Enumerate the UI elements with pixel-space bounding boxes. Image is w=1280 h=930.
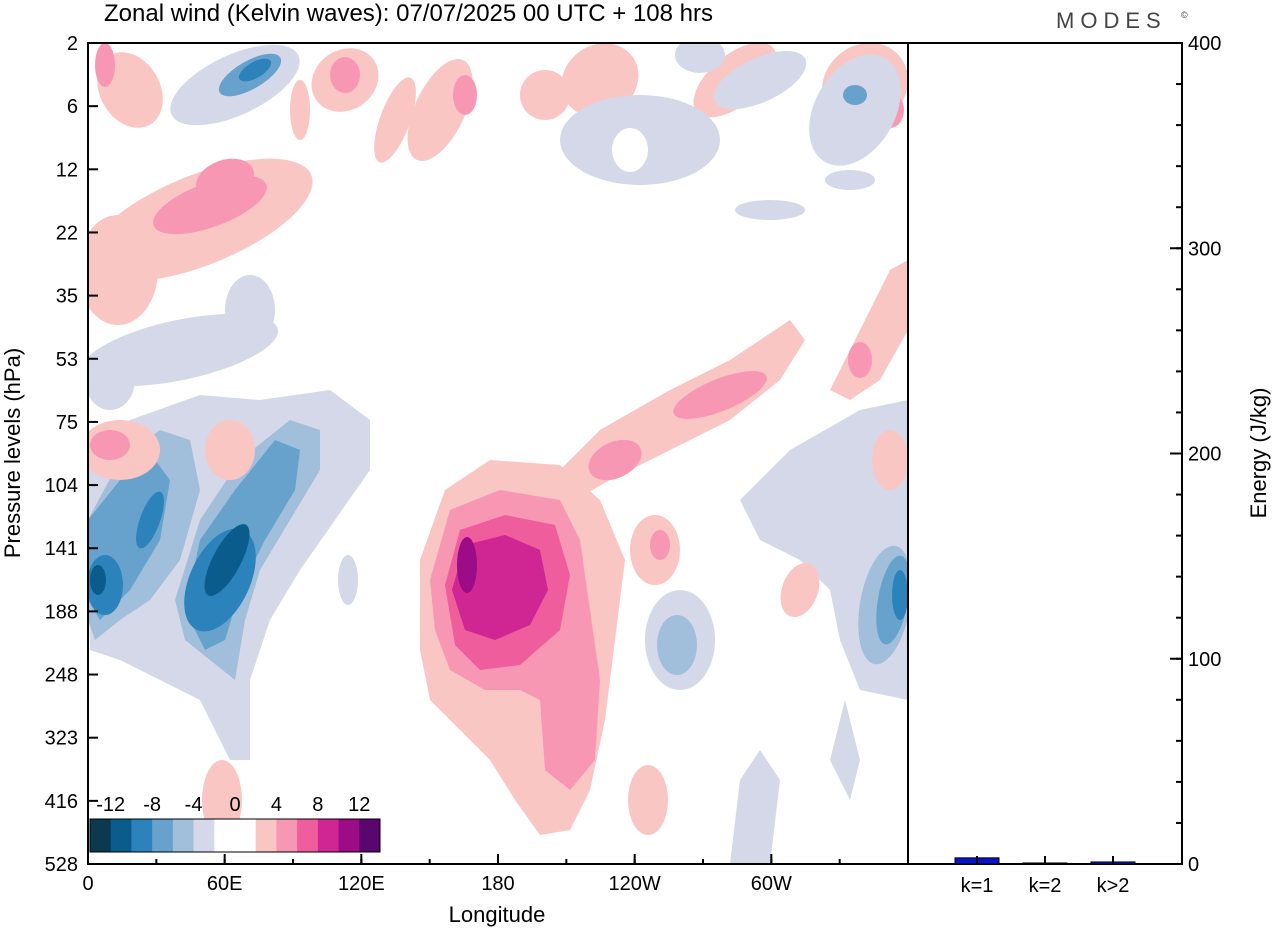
colorbar-labels: -12 -8 -4 0 4 8 12 — [96, 794, 370, 816]
colorbar-swatch — [235, 819, 257, 852]
colorbar-swatch — [359, 819, 381, 852]
x-tick-label: 60W — [751, 873, 792, 895]
y-tick-label: 53 — [56, 349, 78, 371]
energy-tick-label: 200 — [1188, 444, 1221, 466]
colorbar-swatch — [317, 819, 340, 852]
y-axis-ticks — [88, 42, 98, 865]
y-tick-label: 416 — [45, 791, 78, 813]
colorbar-label: 8 — [312, 794, 323, 816]
colorbar-swatch — [193, 819, 215, 852]
colorbar-frame — [89, 818, 381, 853]
y-tick-label: 188 — [45, 601, 78, 623]
colorbar-swatch — [172, 819, 195, 852]
energy-category-label: k=1 — [961, 875, 994, 897]
y-tick-label: 35 — [56, 286, 78, 308]
y-tick-label: 104 — [45, 475, 78, 497]
x-axis-ticks — [87, 854, 909, 864]
y-axis-labels: 2 6 12 22 35 53 75 104 141 188 248 323 416 528 — [45, 33, 78, 876]
energy-category-labels: k=1 k=2 k>2 — [961, 856, 1130, 897]
x-tick-label: 0 — [82, 873, 93, 895]
colorbar-swatch — [90, 819, 112, 852]
energy-panel-frame — [907, 42, 1183, 865]
x-axis-title: Longitude — [449, 902, 546, 927]
y-tick-label: 6 — [67, 96, 78, 118]
y-tick-label: 248 — [45, 665, 78, 687]
energy-tick-label: 0 — [1188, 854, 1199, 876]
colorbar-label: -8 — [143, 794, 161, 816]
energy-axis-ticks — [1170, 42, 1182, 865]
colorbar-swatch — [214, 819, 236, 852]
chart-title: Zonal wind (Kelvin waves): 07/07/2025 00… — [104, 0, 713, 27]
colorbar-label: 0 — [229, 794, 240, 816]
x-tick-label: 60E — [207, 873, 243, 895]
colorbar-swatch — [131, 819, 153, 852]
energy-axis-labels: 0 100 200 300 400 — [1188, 33, 1221, 876]
y-axis-title: Pressure levels (hPa) — [0, 348, 25, 558]
colorbar-label: 12 — [348, 794, 370, 816]
y-tick-label: 22 — [56, 222, 78, 244]
energy-category-label: k>2 — [1097, 875, 1130, 897]
energy-axis-title: Energy (J/kg) — [1246, 388, 1271, 519]
colorbar-label: 4 — [271, 794, 282, 816]
energy-tick-label: 300 — [1188, 238, 1221, 260]
colorbar-label: -12 — [96, 794, 125, 816]
colorbar-label: -4 — [185, 794, 203, 816]
energy-category-label: k=2 — [1029, 875, 1062, 897]
x-tick-label: 180 — [481, 873, 514, 895]
heatmap-field — [88, 43, 908, 864]
y-tick-label: 2 — [67, 33, 78, 55]
brand-logo: MODES — [1056, 8, 1167, 33]
colorbar-swatch — [110, 819, 132, 852]
colorbar-swatch — [338, 819, 360, 852]
colorbar-swatch — [276, 819, 298, 852]
energy-tick-label: 100 — [1188, 649, 1221, 671]
brand-copyright-mark: © — [1181, 10, 1188, 20]
y-tick-label: 75 — [56, 412, 78, 434]
y-tick-label: 528 — [45, 854, 78, 876]
colorbar-swatch — [152, 819, 174, 852]
x-tick-label: 120W — [609, 873, 661, 895]
colorbar — [89, 818, 381, 853]
y-tick-label: 323 — [45, 728, 78, 750]
colorbar-swatch — [255, 819, 277, 852]
x-tick-label: 120E — [338, 873, 385, 895]
colorbar-swatch — [297, 819, 319, 852]
x-axis-labels: 0 60E 120E 180 120W 60W — [82, 873, 792, 895]
y-tick-label: 141 — [45, 538, 78, 560]
energy-tick-label: 400 — [1188, 33, 1221, 55]
y-tick-label: 12 — [56, 159, 78, 181]
